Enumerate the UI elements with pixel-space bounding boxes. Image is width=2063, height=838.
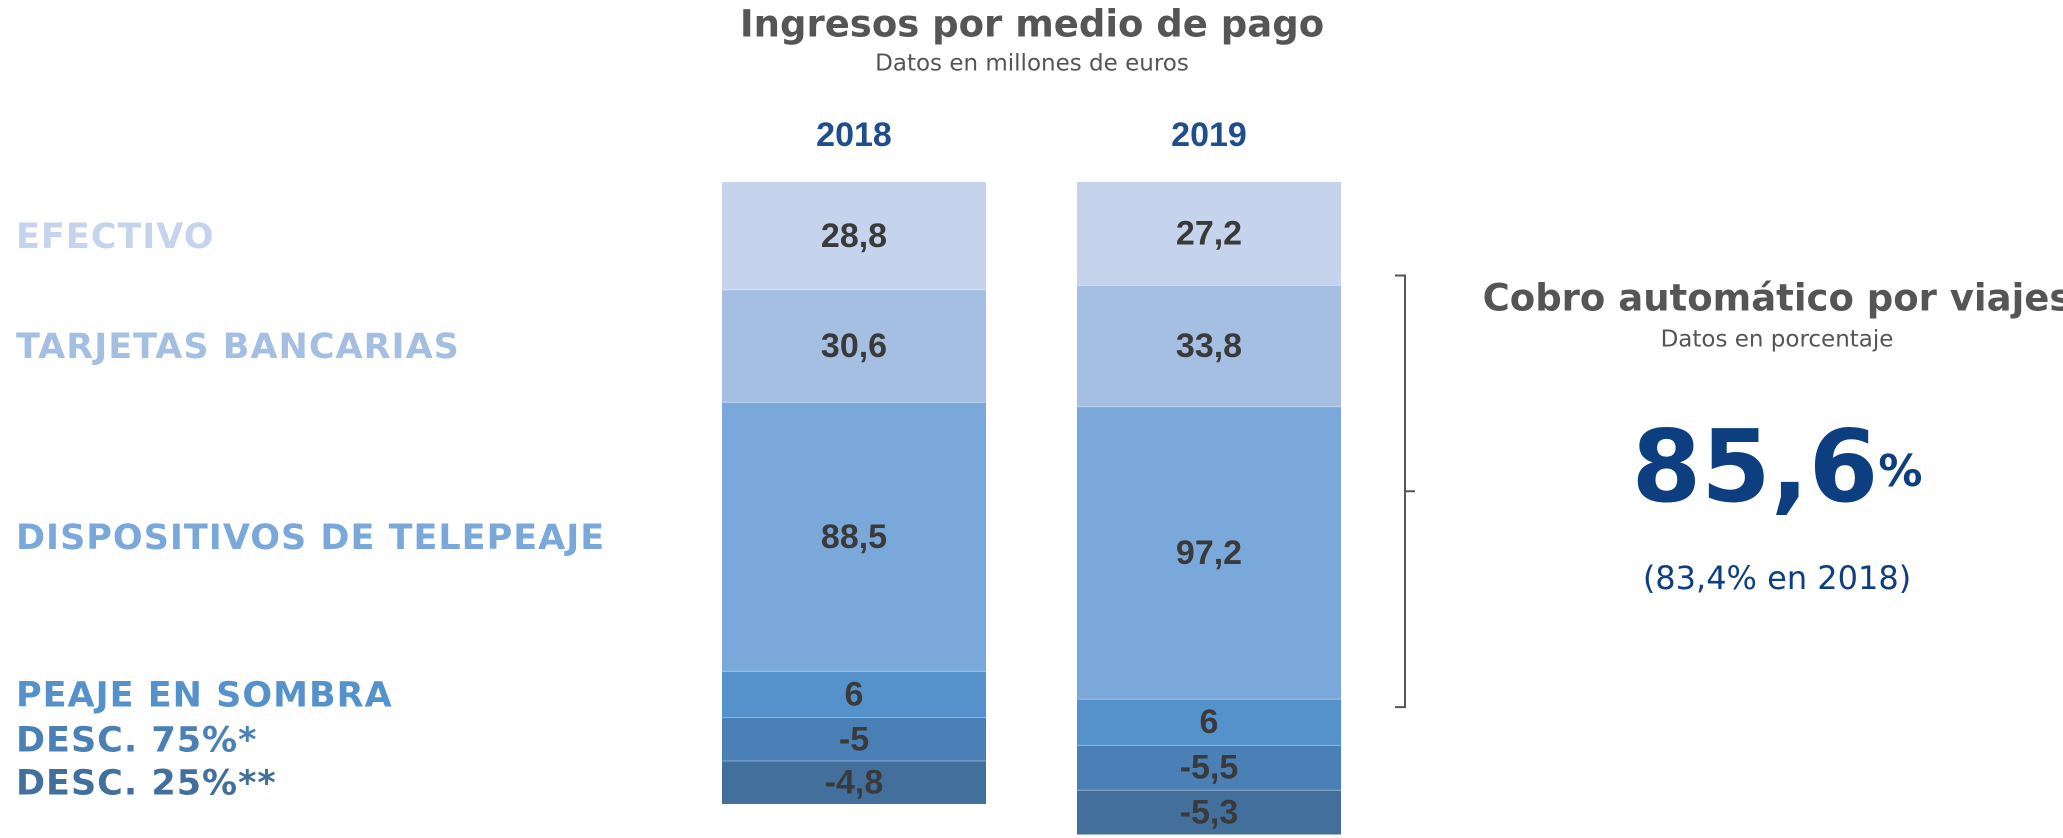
panel-note: (83,4% en 2018) — [1643, 559, 1911, 597]
bar-segment — [1077, 790, 1341, 835]
legend-label: DESC. 25%** — [16, 764, 277, 804]
value-label: -5,3 — [1180, 793, 1239, 831]
legend-label: DESC. 75%* — [16, 720, 257, 760]
value-label: 6 — [1200, 703, 1219, 741]
bar-segment — [722, 717, 986, 762]
value-label: 28,8 — [821, 217, 887, 255]
value-label: 88,5 — [821, 518, 887, 556]
value-label: -5,5 — [1180, 749, 1239, 787]
legend-label: DISPOSITIVOS DE TELEPEAJE — [16, 518, 605, 558]
panel-subtitle: Datos en porcentaje — [1661, 327, 1894, 353]
value-label: 6 — [845, 675, 864, 713]
bar-segment — [1077, 406, 1341, 700]
bar-segment — [722, 671, 986, 718]
bar-segment — [1077, 182, 1341, 286]
bar-segment — [1077, 285, 1341, 407]
bar-segment — [722, 402, 986, 672]
year-label: 2019 — [1171, 116, 1247, 154]
bar-segment — [1077, 699, 1341, 746]
bar-segment — [722, 182, 986, 290]
value-label: -5 — [839, 720, 869, 758]
bar-segment — [722, 761, 986, 804]
value-label: 33,8 — [1176, 327, 1242, 365]
panel-value: 85,6% — [1632, 408, 1923, 525]
bar-segment — [1077, 745, 1341, 791]
bar-segment — [722, 289, 986, 403]
panel-value-unit: % — [1878, 446, 1922, 497]
legend-label: EFECTIVO — [16, 217, 215, 257]
chart-subtitle: Datos en millones de euros — [875, 51, 1189, 77]
value-label: 30,6 — [821, 327, 887, 365]
chart-title: Ingresos por medio de pago — [740, 3, 1324, 46]
panel-value-number: 85,6 — [1632, 408, 1879, 525]
legend-label: TARJETAS BANCARIAS — [16, 327, 460, 367]
year-label: 2018 — [816, 116, 892, 154]
legend-label: PEAJE EN SOMBRA — [16, 675, 393, 715]
bracket — [1395, 274, 1415, 709]
panel-title: Cobro automático por viajes — [1483, 277, 2063, 320]
value-label: 27,2 — [1176, 215, 1242, 253]
value-label: 97,2 — [1176, 534, 1242, 572]
value-label: -4,8 — [825, 763, 884, 801]
